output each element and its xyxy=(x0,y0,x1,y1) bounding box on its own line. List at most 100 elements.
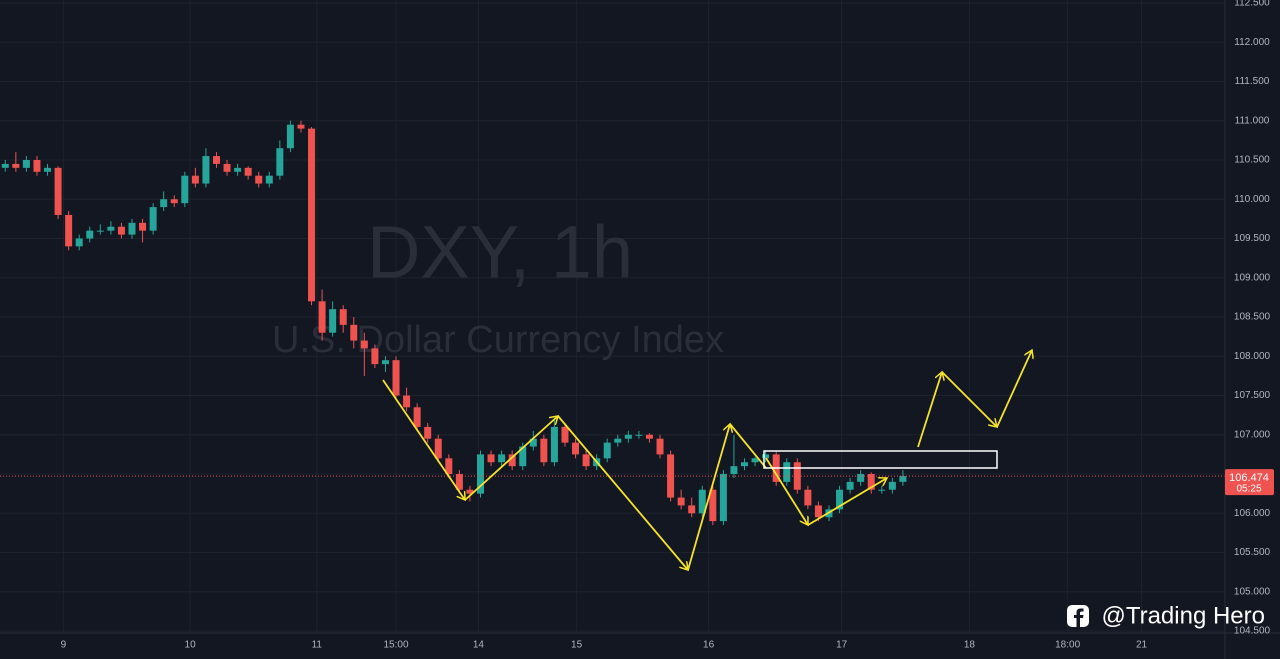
watermark-subtitle: U.S. Dollar Currency Index xyxy=(272,319,724,361)
candle-body xyxy=(888,481,896,490)
candle-body xyxy=(846,481,854,490)
last-price-box xyxy=(1225,469,1274,496)
candle-body xyxy=(572,442,580,455)
candle-body xyxy=(582,454,590,467)
candle-body xyxy=(392,360,400,396)
candle-body xyxy=(297,124,305,129)
candle-body xyxy=(223,163,231,172)
candle-body xyxy=(624,434,632,439)
candle-body xyxy=(403,395,411,408)
candle-body xyxy=(413,407,421,427)
candle-body xyxy=(836,489,844,510)
candle-body xyxy=(498,454,506,463)
arrow xyxy=(917,372,942,448)
candle-body xyxy=(445,458,453,475)
candle-body xyxy=(191,175,199,184)
y-tick-label: 111.500 xyxy=(1235,76,1270,87)
y-tick-label: 106.000 xyxy=(1234,508,1271,519)
candle-body xyxy=(139,222,147,231)
arrow xyxy=(382,379,465,500)
candle-body xyxy=(65,214,73,247)
x-tick-label: 14 xyxy=(473,640,485,651)
candle-body xyxy=(371,348,379,365)
candle-body xyxy=(350,324,358,341)
candle-body xyxy=(212,156,220,164)
x-tick-label: 18:00 xyxy=(1055,640,1080,651)
candle-body xyxy=(645,434,653,439)
candle-body xyxy=(741,462,749,467)
candle-body xyxy=(33,159,41,172)
arrow xyxy=(807,478,887,526)
candle-body xyxy=(276,148,284,176)
arrow xyxy=(765,457,809,525)
candle-body xyxy=(635,434,643,436)
candle-body xyxy=(561,426,569,443)
candle-body xyxy=(540,438,548,463)
logo xyxy=(1067,605,1089,627)
y-tick-label: 109.500 xyxy=(1234,233,1271,244)
x-tick-label: 9 xyxy=(61,640,67,651)
arrow xyxy=(729,423,767,469)
candle-body xyxy=(814,505,822,518)
candle-body xyxy=(793,462,801,490)
candle-body xyxy=(688,505,696,514)
candle-body xyxy=(424,426,432,439)
y-tick-label: 105.000 xyxy=(1234,586,1271,597)
candle-body xyxy=(719,474,727,522)
y-tick-label: 104.500 xyxy=(1234,626,1271,637)
watermark-title: DXY, 1h xyxy=(367,211,633,294)
candle-body xyxy=(339,309,347,325)
candle-body xyxy=(519,446,527,467)
candle-body xyxy=(899,476,907,482)
candle-body xyxy=(265,175,273,184)
candle-body xyxy=(360,340,368,349)
x-tick-label: 17 xyxy=(836,640,848,651)
candle-body xyxy=(255,175,263,184)
candle-body xyxy=(170,199,178,204)
candle-body xyxy=(466,489,474,494)
candle-body xyxy=(603,442,611,459)
candle-body xyxy=(667,454,675,498)
candle-body xyxy=(529,438,537,447)
candle-body xyxy=(550,426,558,463)
candle-body xyxy=(783,462,791,482)
x-tick-label: 11 xyxy=(312,640,323,651)
y-tick-label: 110.000 xyxy=(1234,194,1270,205)
candle-body xyxy=(698,489,706,514)
resistance-box xyxy=(763,450,998,469)
x-tick-label: 15 xyxy=(571,640,583,651)
y-tick-label: 107.000 xyxy=(1234,429,1271,440)
candle-body xyxy=(117,226,125,235)
y-tick-label: 108.000 xyxy=(1234,351,1271,362)
arrow xyxy=(996,350,1032,428)
candle-body xyxy=(381,360,389,365)
candle-body xyxy=(656,438,664,455)
candle-body xyxy=(12,163,20,168)
candle-body xyxy=(22,159,30,168)
candle-body xyxy=(1,163,9,168)
arrow xyxy=(941,371,997,427)
logo-glyph xyxy=(1074,608,1084,627)
candle-body xyxy=(128,222,136,235)
annotations xyxy=(382,350,1032,571)
candle-body xyxy=(878,489,886,491)
candle-body xyxy=(730,466,738,475)
y-tick-label: 107.500 xyxy=(1234,390,1271,401)
candle-body xyxy=(202,156,210,184)
candle-body xyxy=(75,238,83,247)
candle-body xyxy=(318,301,326,333)
x-tick-label: 15:00 xyxy=(383,640,408,651)
candle-body xyxy=(286,124,294,149)
arrow xyxy=(557,415,688,570)
arrow xyxy=(687,424,730,571)
y-tick-label: 111.000 xyxy=(1235,115,1270,126)
y-tick-label: 109.000 xyxy=(1234,272,1271,283)
candle-body xyxy=(44,167,52,172)
candle-body xyxy=(244,167,252,176)
arrow xyxy=(464,416,558,501)
candle-body xyxy=(434,438,442,459)
candle-body xyxy=(804,489,812,506)
candle-body xyxy=(96,230,104,232)
